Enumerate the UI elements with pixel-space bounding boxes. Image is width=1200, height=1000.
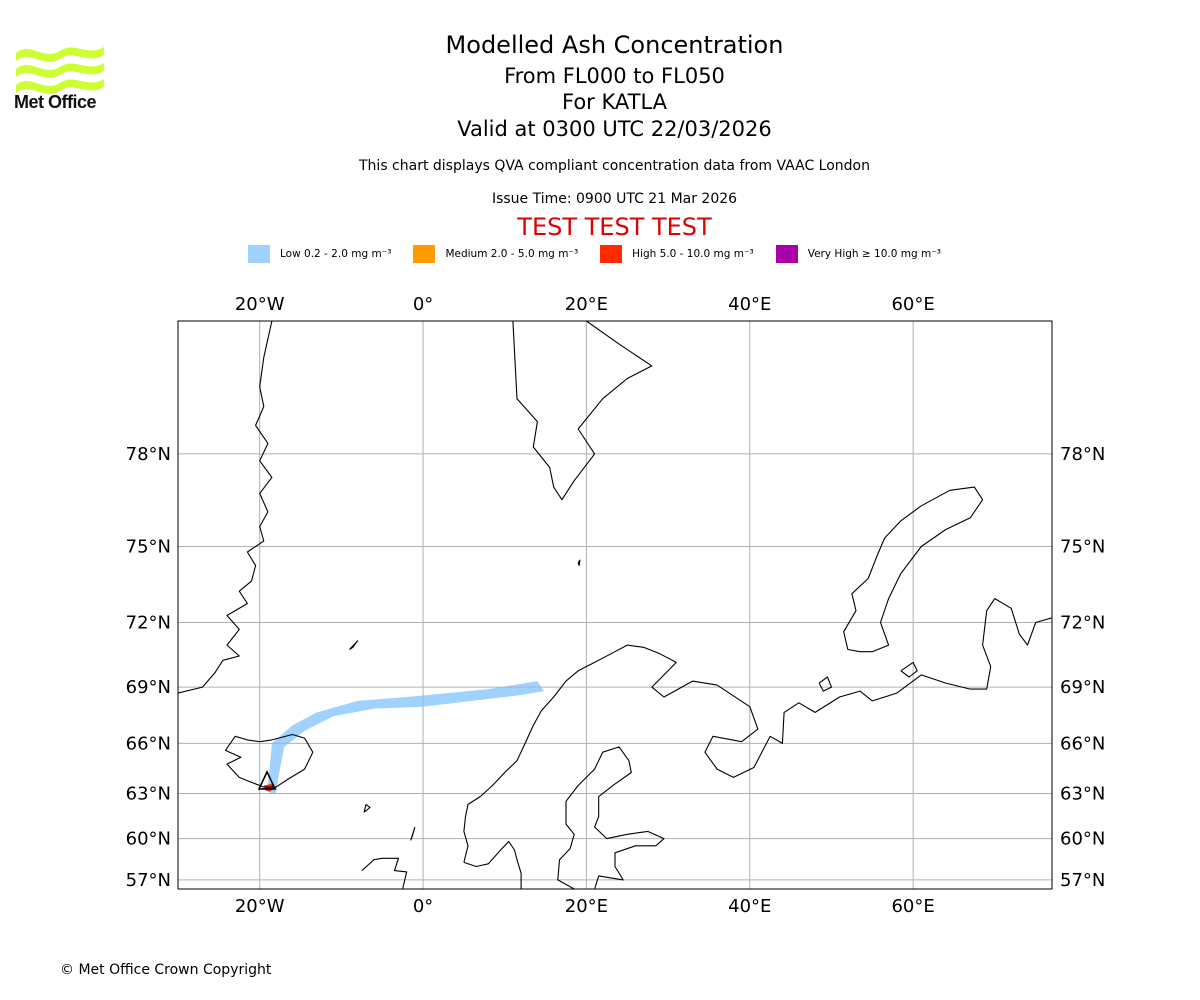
valid-time: Valid at 0300 UTC 22/03/2026 bbox=[457, 117, 772, 141]
legend-item-low: Low 0.2 - 2.0 mg m⁻³ bbox=[248, 245, 391, 263]
legend-swatch-very-high bbox=[775, 245, 798, 263]
coastline-iceland bbox=[224, 733, 314, 788]
coastline-shetland-faroe bbox=[363, 803, 371, 813]
coastline-vaygach bbox=[900, 661, 918, 678]
map-frame bbox=[177, 320, 1053, 890]
test-banner: TEST TEST TEST bbox=[517, 213, 712, 241]
coastline-jan-mayen bbox=[349, 640, 359, 650]
coastline-sweden-finland bbox=[463, 840, 522, 889]
lon-tick-label-top: 0° bbox=[413, 294, 433, 315]
legend-label-low: Low 0.2 - 2.0 mg m⁻³ bbox=[280, 248, 392, 260]
lat-tick-label-left: 57°N bbox=[126, 870, 171, 891]
lon-tick-label-bottom: 60°E bbox=[891, 896, 934, 917]
lon-tick-label-bottom: 0° bbox=[413, 896, 433, 917]
logo-text: Met Office bbox=[14, 92, 97, 112]
coastline-scotland-north bbox=[361, 857, 408, 889]
lat-tick-label-right: 60°N bbox=[1060, 829, 1105, 850]
coastline-novaya-zemlya bbox=[843, 486, 984, 653]
map-content bbox=[178, 321, 1052, 889]
lon-tick-label-top: 60°E bbox=[891, 294, 934, 315]
ash-low-plume bbox=[267, 681, 544, 794]
lon-tick-label-bottom: 20°E bbox=[565, 896, 608, 917]
met-office-logo-icon bbox=[16, 47, 104, 94]
lat-tick-label-right: 63°N bbox=[1060, 783, 1105, 804]
legend-label-high: High 5.0 - 10.0 mg m⁻³ bbox=[632, 248, 754, 260]
lat-tick-label-right: 69°N bbox=[1060, 677, 1105, 698]
lat-tick-label-left: 60°N bbox=[126, 829, 171, 850]
lat-tick-label-right: 66°N bbox=[1060, 733, 1105, 754]
chart-subtitle: This chart displays QVA compliant concen… bbox=[359, 158, 870, 174]
legend-swatch-medium bbox=[413, 245, 436, 263]
lon-tick-label-bottom: 40°E bbox=[728, 896, 771, 917]
lat-tick-label-right: 78°N bbox=[1060, 444, 1105, 465]
volcano-name: For KATLA bbox=[562, 90, 667, 114]
coastline-greenland-east bbox=[178, 321, 273, 694]
lon-tick-label-bottom: 20°W bbox=[235, 896, 285, 917]
legend-item-very-high: Very High ≥ 10.0 mg m⁻³ bbox=[775, 245, 941, 263]
issue-time: Issue Time: 0900 UTC 21 Mar 2026 bbox=[491, 191, 738, 207]
lat-tick-label-left: 69°N bbox=[126, 677, 171, 698]
coastline-bear-island bbox=[577, 559, 581, 567]
coastline-scandinavia-norway bbox=[463, 598, 1052, 863]
lat-tick-label-left: 75°N bbox=[126, 537, 171, 558]
flight-levels: From FL000 to FL050 bbox=[504, 64, 725, 88]
lon-tick-label-top: 20°E bbox=[565, 294, 608, 315]
legend-item-high: High 5.0 - 10.0 mg m⁻³ bbox=[600, 245, 754, 263]
ash-high-patch bbox=[263, 783, 275, 792]
lat-tick-label-left: 66°N bbox=[126, 733, 171, 754]
lat-tick-label-left: 78°N bbox=[126, 444, 171, 465]
legend-swatch-low bbox=[248, 245, 270, 263]
lon-tick-label-top: 20°W bbox=[235, 294, 285, 315]
legend: Low 0.2 - 2.0 mg m⁻³ Medium 2.0 - 5.0 mg… bbox=[248, 244, 941, 264]
copyright: © Met Office Crown Copyright bbox=[60, 962, 272, 978]
coastline-svalbard bbox=[512, 321, 653, 501]
chart-title: Modelled Ash Concentration bbox=[445, 31, 784, 59]
volcano-marker-icon bbox=[257, 770, 277, 790]
lat-tick-label-left: 72°N bbox=[126, 612, 171, 633]
coastline-shetland bbox=[410, 826, 416, 841]
lat-tick-label-right: 75°N bbox=[1060, 537, 1105, 558]
lat-tick-label-right: 57°N bbox=[1060, 870, 1105, 891]
legend-swatch-high bbox=[600, 245, 623, 263]
coastline-kolguev bbox=[818, 676, 833, 692]
coastline-gulf-of-bothnia bbox=[557, 746, 665, 889]
lat-tick-label-left: 63°N bbox=[126, 783, 171, 804]
legend-item-medium: Medium 2.0 - 5.0 mg m⁻³ bbox=[413, 245, 578, 263]
lat-tick-label-right: 72°N bbox=[1060, 612, 1105, 633]
lon-tick-label-top: 40°E bbox=[728, 294, 771, 315]
legend-label-medium: Medium 2.0 - 5.0 mg m⁻³ bbox=[445, 248, 579, 260]
legend-label-very-high: Very High ≥ 10.0 mg m⁻³ bbox=[807, 248, 941, 260]
